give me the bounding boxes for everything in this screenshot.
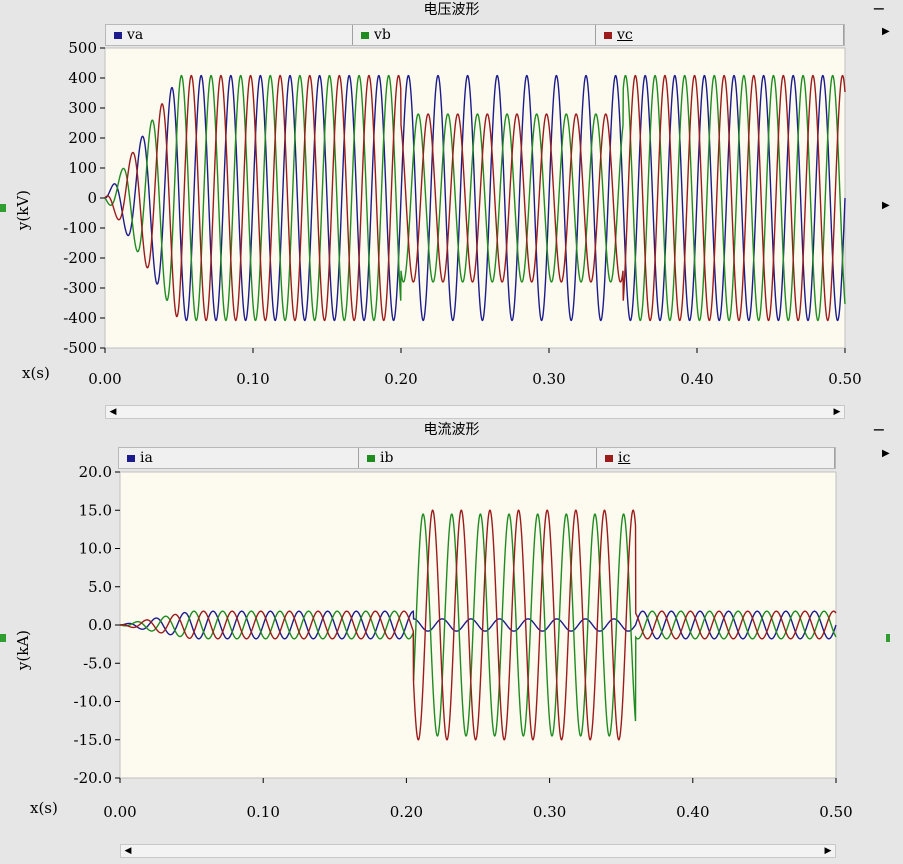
- voltage-scroll-right-icon[interactable]: ▶: [882, 26, 890, 37]
- legend-label-vb: vb: [374, 27, 391, 43]
- voltage-legend: va vb vc: [105, 24, 845, 46]
- x-tick-label: 0.30: [533, 803, 566, 821]
- y-tick-label: 15.0: [79, 501, 112, 519]
- legend-swatch-ia: [127, 454, 135, 462]
- legend-swatch-ib: [367, 454, 375, 462]
- voltage-panel-title: 电压波形: [423, 2, 480, 18]
- y-tick-label: 10.0: [79, 540, 112, 558]
- y-tick-label: -5.0: [83, 654, 112, 672]
- current-legend: ia ib ic: [118, 447, 836, 469]
- voltage-x-ticks: 0.00 0.10 0.20 0.30 0.40 0.50: [88, 348, 862, 388]
- y-tick-label: 0.0: [88, 616, 112, 634]
- voltage-scroll-left-icon[interactable]: ◀: [109, 407, 117, 417]
- y-tick-label: -200: [63, 249, 97, 267]
- y-tick-label: 0: [87, 189, 97, 207]
- voltage-chart: 500 400 300 200 100 0 -100 -200 -300 -400 -500 0.0…: [14, 39, 862, 388]
- y-tick-label: -15.0: [74, 731, 112, 749]
- current-x-ticks: 0.00 0.10 0.20 0.30 0.40 0.50: [103, 778, 853, 821]
- current-marker-right: [886, 634, 890, 642]
- x-tick-label: 0.30: [532, 370, 565, 388]
- current-y-ticks: 20.0 15.0 10.0 5.0 0.0 -5.0 -10.0 -15.0 -20.0: [74, 463, 120, 787]
- x-tick-label: 0.00: [88, 370, 121, 388]
- legend-label-ic: ic: [618, 450, 631, 466]
- current-x-axis-label: x(s): [30, 799, 58, 817]
- voltage-y-ticks: 500 400 300 200 100 0 -100 -200 -300 -400 -500: [63, 39, 105, 357]
- legend-item-ic[interactable]: ic: [597, 448, 835, 468]
- legend-swatch-ic: [605, 454, 613, 462]
- x-tick-label: 0.20: [384, 370, 417, 388]
- legend-item-ia[interactable]: ia: [119, 448, 359, 468]
- voltage-scroll-right-icon-2[interactable]: ▶: [882, 200, 890, 211]
- current-y-axis-label: y(kA): [14, 630, 32, 671]
- y-tick-label: -10.0: [74, 693, 112, 711]
- y-tick-label: 100: [68, 159, 97, 177]
- y-tick-label: -100: [63, 219, 97, 237]
- voltage-x-axis-label: x(s): [22, 364, 50, 382]
- y-tick-label: 200: [68, 129, 97, 147]
- series-line-vb: [104, 74, 846, 322]
- legend-item-vb[interactable]: vb: [353, 25, 596, 45]
- y-tick-label: -500: [63, 339, 97, 357]
- current-series-group: [119, 509, 837, 741]
- legend-swatch-vc: [604, 31, 612, 39]
- legend-swatch-vb: [361, 31, 369, 39]
- x-tick-label: 0.10: [236, 370, 269, 388]
- y-tick-label: -300: [63, 279, 97, 297]
- voltage-y-axis-label: y(kV): [14, 190, 32, 231]
- voltage-panel: 电压波形 − ▶ ▶ va vb vc 500 400 300 200 100 0 -100…: [0, 0, 903, 420]
- voltage-minimize-button[interactable]: −: [872, 0, 886, 18]
- legend-label-va: va: [127, 27, 144, 43]
- legend-label-ia: ia: [140, 450, 153, 466]
- series-line-va: [104, 74, 846, 322]
- x-tick-label: 0.10: [246, 803, 279, 821]
- x-tick-label: 0.50: [819, 803, 852, 821]
- x-tick-label: 0.50: [828, 370, 861, 388]
- legend-swatch-va: [114, 31, 122, 39]
- current-panel: 电流波形 − ▶ ia ib ic 20.0 15.0 10.0 5.0 0.0 -5.0…: [0, 420, 903, 864]
- x-tick-label: 0.00: [103, 803, 136, 821]
- voltage-marker-left: [0, 204, 6, 212]
- current-scroll-right-icon[interactable]: ▶: [882, 448, 890, 459]
- legend-item-va[interactable]: va: [106, 25, 353, 45]
- legend-label-ib: ib: [380, 450, 394, 466]
- legend-item-ib[interactable]: ib: [359, 448, 597, 468]
- x-tick-label: 0.20: [390, 803, 423, 821]
- y-tick-label: 300: [68, 99, 97, 117]
- legend-item-vc[interactable]: vc: [596, 25, 844, 45]
- current-minimize-button[interactable]: −: [872, 420, 886, 439]
- y-tick-label: 500: [68, 39, 97, 57]
- series-line-ia: [120, 610, 837, 640]
- current-scroll-right-arrow-icon[interactable]: ▶: [824, 846, 832, 856]
- x-tick-label: 0.40: [680, 370, 713, 388]
- voltage-scroll-right-arrow-icon[interactable]: ▶: [833, 407, 841, 417]
- y-tick-label: 5.0: [88, 578, 112, 596]
- voltage-horizontal-scrollbar[interactable]: ◀ ▶: [105, 405, 845, 419]
- current-horizontal-scrollbar[interactable]: ◀ ▶: [120, 844, 836, 858]
- y-tick-label: 400: [68, 69, 97, 87]
- current-panel-title: 电流波形: [423, 422, 480, 438]
- series-line-vc: [104, 74, 846, 322]
- voltage-series-group: [104, 74, 846, 322]
- y-tick-label: 20.0: [79, 463, 112, 481]
- y-tick-label: -20.0: [74, 769, 112, 787]
- x-tick-label: 0.40: [676, 803, 709, 821]
- current-marker-left: [0, 634, 6, 642]
- current-scroll-left-icon[interactable]: ◀: [124, 846, 132, 856]
- legend-label-vc: vc: [617, 27, 633, 43]
- series-line-ic: [119, 509, 837, 741]
- series-line-ib: [119, 513, 837, 737]
- current-chart: 20.0 15.0 10.0 5.0 0.0 -5.0 -10.0 -15.0 -20.0 0.…: [14, 463, 853, 821]
- y-tick-label: -400: [63, 309, 97, 327]
